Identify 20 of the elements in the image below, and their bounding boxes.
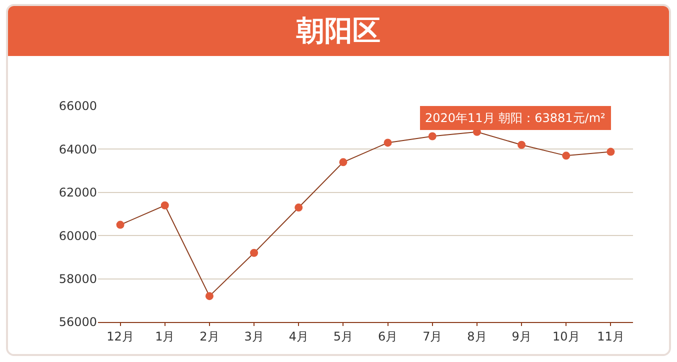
y-tick-label: 62000	[58, 186, 97, 200]
x-tick-label: 7月	[422, 329, 442, 344]
x-tick-label: 6月	[378, 329, 398, 344]
y-tick-label: 56000	[58, 315, 97, 330]
x-tick-label: 10月	[552, 329, 580, 344]
y-tick-label: 64000	[58, 142, 97, 156]
x-tick-label: 11月	[597, 329, 624, 344]
x-tick-label: 8月	[467, 329, 487, 344]
x-tick-label: 9月	[512, 329, 532, 344]
x-tick-label: 1月	[155, 329, 175, 344]
x-tick-label: 2月	[200, 329, 220, 344]
annotation: 2020年11月 朝阳：63881元/m²	[425, 111, 606, 125]
x-tick-label: 12月	[106, 329, 134, 344]
y-tick-label: 66000	[58, 99, 97, 114]
chart-title: 朝阳区	[8, 6, 669, 56]
y-tick-label: 58000	[58, 272, 97, 286]
x-tick-label: 5月	[333, 329, 354, 344]
x-tick-label: 3月	[244, 329, 264, 344]
y-tick-label: 60000	[58, 228, 97, 243]
x-tick-label: 4月	[288, 329, 308, 344]
